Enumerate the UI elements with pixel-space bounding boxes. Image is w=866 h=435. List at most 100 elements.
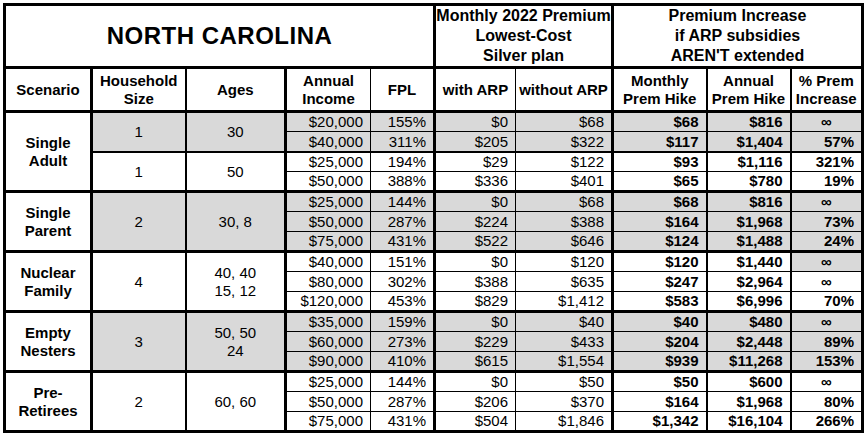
cell-annual-income: $50,000 [286,212,371,232]
column-header-with-arp: with ARP [435,68,516,112]
cell-fpl: 410% [371,352,435,372]
cell-pct-prem-increase: ∞ [791,372,863,392]
cell-pct-prem-increase: ∞ [791,312,863,332]
table-row: EmptyNesters350, 5024$35,000159%$0$40$40… [5,312,863,332]
cell-without-arp: $50 [516,372,613,392]
cell-with-arp: $206 [435,392,516,412]
cell-annual-income: $90,000 [286,352,371,372]
cell-fpl: 388% [371,172,435,192]
cell-without-arp: $40 [516,312,613,332]
cell-annual-prem-hike: $600 [707,372,791,392]
cell-annual-prem-hike: $11,268 [707,352,791,372]
cell-monthly-prem-hike: $939 [613,352,707,372]
cell-fpl: 144% [371,372,435,392]
cell-annual-prem-hike: $816 [707,192,791,212]
cell-annual-income: $60,000 [286,332,371,352]
cell-ages: 50 [186,152,286,192]
cell-without-arp: $322 [516,132,613,152]
cell-without-arp: $120 [516,252,613,272]
cell-annual-income: $50,000 [286,172,371,192]
cell-with-arp: $504 [435,412,516,432]
cell-pct-prem-increase: ∞ [791,192,863,212]
cell-with-arp: $29 [435,152,516,172]
table-row: SingleAdult130$20,000155%$0$68$68$816∞ [5,112,863,132]
cell-scenario: EmptyNesters [5,312,92,372]
cell-pct-prem-increase: 153% [791,352,863,372]
cell-pct-prem-increase: 321% [791,152,863,172]
cell-fpl: 151% [371,252,435,272]
cell-fpl: 159% [371,312,435,332]
cell-monthly-prem-hike: $50 [613,372,707,392]
cell-pct-prem-increase: ∞ [791,272,863,292]
cell-fpl: 273% [371,332,435,352]
cell-annual-income: $40,000 [286,132,371,152]
cell-ages: 30, 8 [186,192,286,252]
cell-monthly-prem-hike: $93 [613,152,707,172]
cell-scenario: SingleParent [5,192,92,252]
cell-monthly-prem-hike: $204 [613,332,707,352]
cell-fpl: 453% [371,292,435,312]
column-header-scenario: Scenario [5,68,92,112]
cell-annual-prem-hike: $1,968 [707,392,791,412]
cell-fpl: 287% [371,392,435,412]
cell-annual-prem-hike: $1,404 [707,132,791,152]
table-row: 150$25,000194%$29$122$93$1,116321% [5,152,863,172]
cell-without-arp: $370 [516,392,613,412]
cell-pct-prem-increase: 70% [791,292,863,312]
column-header-household-size: HouseholdSize [92,68,186,112]
cell-household-size: 1 [92,112,186,152]
cell-monthly-prem-hike: $68 [613,192,707,212]
column-header-annual-prem-hike: AnnualPrem Hike [707,68,791,112]
cell-with-arp: $224 [435,212,516,232]
cell-annual-prem-hike: $780 [707,172,791,192]
cell-annual-income: $25,000 [286,152,371,172]
cell-household-size: 2 [92,192,186,252]
column-header-annual-income: AnnualIncome [286,68,371,112]
cell-monthly-prem-hike: $65 [613,172,707,192]
cell-with-arp: $336 [435,172,516,192]
cell-annual-prem-hike: $480 [707,312,791,332]
cell-ages: 60, 60 [186,372,286,432]
cell-with-arp: $829 [435,292,516,312]
column-header-pct-prem-increase: % PremIncrease [791,68,863,112]
cell-pct-prem-increase: 80% [791,392,863,412]
cell-pct-prem-increase: 73% [791,212,863,232]
cell-pct-prem-increase: 266% [791,412,863,432]
cell-fpl: 144% [371,192,435,212]
table-row: SingleParent230, 8$25,000144%$0$68$68$81… [5,192,863,212]
cell-annual-prem-hike: $816 [707,112,791,132]
cell-with-arp: $615 [435,352,516,372]
cell-with-arp: $388 [435,272,516,292]
cell-annual-income: $120,000 [286,292,371,312]
cell-annual-prem-hike: $6,996 [707,292,791,312]
cell-with-arp: $229 [435,332,516,352]
cell-annual-prem-hike: $1,488 [707,232,791,252]
cell-pct-prem-increase: 57% [791,132,863,152]
top-header-premium-increase: Premium Increaseif ARP subsidiesAREN'T e… [613,5,863,68]
cell-annual-prem-hike: $1,440 [707,252,791,272]
premium-table: NORTH CAROLINAMonthly 2022 PremiumLowest… [3,3,864,433]
cell-with-arp: $0 [435,372,516,392]
cell-without-arp: $68 [516,192,613,212]
column-header-fpl: FPL [371,68,435,112]
cell-scenario: SingleAdult [5,112,92,192]
cell-pct-prem-increase: ∞ [791,112,863,132]
cell-scenario: NuclearFamily [5,252,92,312]
cell-fpl: 431% [371,412,435,432]
column-header-ages: Ages [186,68,286,112]
cell-annual-income: $75,000 [286,232,371,252]
cell-without-arp: $1,846 [516,412,613,432]
column-header-without-arp: without ARP [516,68,613,112]
cell-without-arp: $1,412 [516,292,613,312]
cell-with-arp: $522 [435,232,516,252]
cell-with-arp: $0 [435,192,516,212]
cell-fpl: 311% [371,132,435,152]
cell-pct-prem-increase: 19% [791,172,863,192]
cell-monthly-prem-hike: $1,342 [613,412,707,432]
cell-monthly-prem-hike: $40 [613,312,707,332]
cell-without-arp: $122 [516,152,613,172]
table-row: NuclearFamily440, 4015, 12$40,000151%$0$… [5,252,863,272]
cell-without-arp: $635 [516,272,613,292]
cell-annual-income: $20,000 [286,112,371,132]
cell-annual-income: $35,000 [286,312,371,332]
